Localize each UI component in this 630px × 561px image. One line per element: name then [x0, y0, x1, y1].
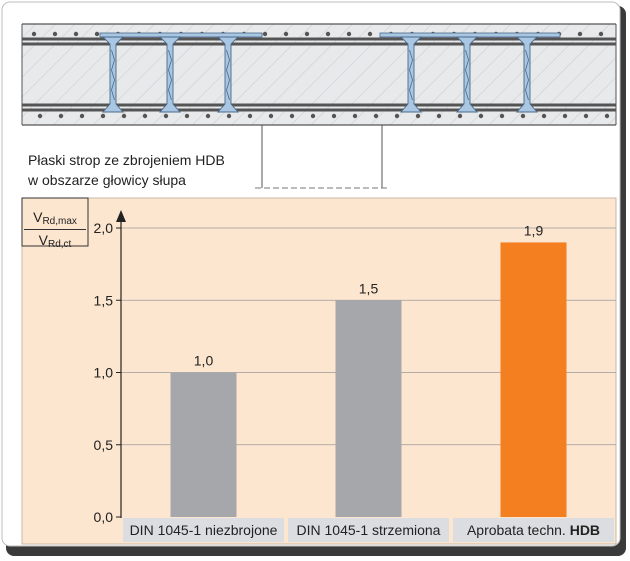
- rebar-cross-section: [457, 113, 463, 119]
- rebar-cross-section: [121, 113, 127, 119]
- rebar-cross-section: [562, 113, 568, 119]
- anchor-rib: [111, 49, 115, 101]
- bar: [170, 372, 237, 517]
- y-title-numerator: VRd,max: [24, 209, 86, 230]
- rebar-cross-section: [226, 113, 232, 119]
- rebar-cross-section: [184, 113, 190, 119]
- rebar-cross-section: [325, 31, 331, 37]
- rebar-cross-section: [541, 113, 547, 119]
- y-title-den-sub: Rd,ct: [48, 239, 72, 250]
- rebar-cross-section: [310, 113, 316, 119]
- y-tick-label: 2,0: [94, 220, 114, 236]
- rebar-cross-section: [247, 113, 253, 119]
- slab-hatch: [22, 24, 616, 125]
- rebar-cross-section: [100, 113, 106, 119]
- rebar-cross-section: [520, 113, 526, 119]
- rebar-cross-section: [436, 113, 442, 119]
- rebar-cross-section: [604, 113, 610, 119]
- rebar-cross-section: [352, 113, 358, 119]
- rebar-cross-section: [367, 31, 373, 37]
- anchor-rib: [525, 49, 529, 101]
- bar-value-label: 1,5: [359, 280, 379, 296]
- anchor-rail: [379, 32, 561, 38]
- rebar-cross-section: [52, 31, 58, 37]
- rebar-cross-section: [577, 31, 583, 37]
- rebar-cross-section: [373, 113, 379, 119]
- rebar-cross-section: [478, 113, 484, 119]
- y-title-box: [21, 197, 89, 247]
- y-title-denominator: VRd,ct: [24, 230, 86, 250]
- rebar-cross-section: [31, 31, 37, 37]
- caption-line-2: w obszarze głowicy słupa: [28, 172, 186, 188]
- category-labels: DIN 1045-1 niezbrojone DIN 1045-1 strzemi…: [123, 518, 614, 542]
- bar-value-label: 1,9: [524, 222, 544, 238]
- chart-bars: 1,0 1,5 1,9: [170, 222, 567, 517]
- rebar-cross-section: [58, 113, 64, 119]
- anchor-rib: [409, 49, 413, 101]
- y-title-den-base: V: [38, 232, 48, 248]
- slab-caption: Płaski strop ze zbrojeniem HDB w obszarz…: [28, 150, 225, 190]
- rebar-cross-section: [37, 113, 43, 119]
- rebar-cross-section: [499, 113, 505, 119]
- rebar-cross-section: [415, 113, 421, 119]
- rebar-cross-section: [79, 113, 85, 119]
- anchor-rib: [168, 49, 172, 101]
- rebar-cross-section: [283, 31, 289, 37]
- rebar-cross-section: [346, 31, 352, 37]
- slab-illustration: [21, 23, 617, 189]
- rebar-cross-section: [304, 31, 310, 37]
- y-axis-arrow: [116, 210, 126, 222]
- category-label-box: [288, 518, 449, 542]
- rebar-cross-section: [163, 113, 169, 119]
- rebar-cross-section: [289, 113, 295, 119]
- y-title-num-sub: Rd,max: [42, 216, 77, 227]
- rebar-cross-section: [94, 31, 100, 37]
- rebar-cross-section: [268, 113, 274, 119]
- bar-value-label: 1,0: [194, 353, 214, 369]
- bar: [335, 300, 402, 517]
- anchor-rib: [465, 49, 469, 101]
- y-tick-label: 0,0: [94, 509, 114, 525]
- anchor-rib: [226, 49, 230, 101]
- rebar-cross-section: [262, 31, 268, 37]
- anchor-rail: [99, 32, 263, 38]
- caption-line-1: Płaski strop ze zbrojeniem HDB: [28, 152, 225, 168]
- category-label: DIN 1045-1 strzemiona: [297, 522, 441, 538]
- rebar-cross-section: [583, 113, 589, 119]
- category-label-box: [123, 518, 284, 542]
- y-tick-label: 1,0: [94, 365, 114, 381]
- category-label: DIN 1045-1 niezbrojone: [130, 522, 278, 538]
- y-tick-label: 0,5: [94, 437, 114, 453]
- rebar-cross-section: [205, 113, 211, 119]
- y-axis-title: VRd,max VRd,ct: [24, 209, 86, 250]
- rebar-cross-section: [394, 113, 400, 119]
- rebar-cross-section: [598, 31, 604, 37]
- rebar-cross-section: [142, 113, 148, 119]
- category-label: Aprobata techn. HDB: [467, 522, 600, 538]
- bar: [500, 242, 567, 517]
- y-tick-label: 1,5: [94, 292, 114, 308]
- rebar-cross-section: [331, 113, 337, 119]
- rebar-cross-section: [73, 31, 79, 37]
- category-label-box: [453, 518, 614, 542]
- chart-ticks: 0,0 0,5 1,0 1,5 2,0: [94, 220, 121, 525]
- y-title-num-base: V: [33, 209, 43, 225]
